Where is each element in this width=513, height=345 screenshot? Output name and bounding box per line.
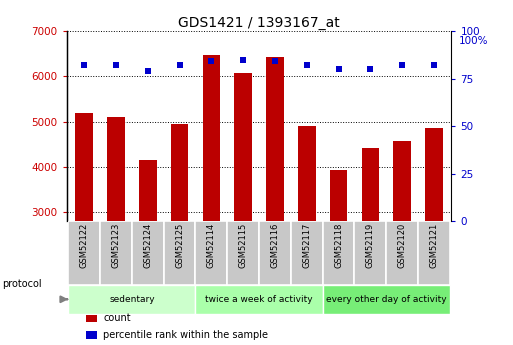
Bar (323, 221, 354, 285)
Text: GSM52119: GSM52119 (366, 223, 375, 268)
Title: GDS1421 / 1393167_at: GDS1421 / 1393167_at (178, 16, 340, 30)
Bar (86, 315, 96, 322)
Point (144, 68, 152, 74)
Point (271, 59, 279, 64)
Text: GSM52115: GSM52115 (239, 223, 248, 268)
Point (175, 62, 184, 68)
Bar (203, 55, 220, 221)
Bar (393, 140, 411, 221)
Point (239, 57, 247, 62)
Text: GSM52114: GSM52114 (207, 223, 216, 268)
Text: GSM52125: GSM52125 (175, 223, 184, 268)
Point (334, 66, 343, 72)
Bar (259, 221, 291, 285)
Bar (386, 221, 418, 285)
Bar (139, 160, 156, 221)
Text: GSM52120: GSM52120 (398, 223, 407, 268)
Bar (195, 221, 227, 285)
Bar (75, 112, 93, 221)
Text: GSM52116: GSM52116 (270, 223, 280, 268)
Bar (164, 221, 195, 285)
Bar (234, 73, 252, 221)
Bar (330, 170, 347, 221)
Bar (298, 126, 315, 221)
Bar (266, 57, 284, 221)
Text: count: count (103, 314, 131, 324)
Bar (171, 124, 188, 221)
Point (303, 62, 311, 68)
Bar (425, 128, 443, 221)
Point (430, 62, 438, 68)
Bar (68, 285, 195, 314)
Bar (132, 221, 164, 285)
Bar (195, 285, 323, 314)
Bar (68, 221, 100, 285)
Bar (291, 221, 323, 285)
Text: GSM52122: GSM52122 (80, 223, 89, 268)
Text: GSM52123: GSM52123 (111, 223, 121, 268)
Text: GSM52121: GSM52121 (429, 223, 439, 268)
Text: GSM52118: GSM52118 (334, 223, 343, 268)
Text: 100%: 100% (459, 36, 489, 46)
Text: GSM52124: GSM52124 (143, 223, 152, 268)
Text: twice a week of activity: twice a week of activity (205, 295, 313, 304)
Text: protocol: protocol (3, 279, 42, 288)
Bar (354, 221, 386, 285)
Bar (323, 285, 450, 314)
Text: every other day of activity: every other day of activity (326, 295, 447, 304)
Point (112, 62, 120, 68)
Point (398, 62, 406, 68)
Bar (100, 221, 132, 285)
Point (207, 59, 215, 64)
Text: GSM52117: GSM52117 (302, 223, 311, 268)
Bar (107, 117, 125, 221)
Bar (362, 148, 379, 221)
Point (366, 66, 374, 72)
Text: percentile rank within the sample: percentile rank within the sample (103, 330, 268, 340)
Bar (418, 221, 450, 285)
Bar (227, 221, 259, 285)
Point (80, 62, 88, 68)
Text: sedentary: sedentary (109, 295, 155, 304)
Bar (86, 331, 96, 339)
